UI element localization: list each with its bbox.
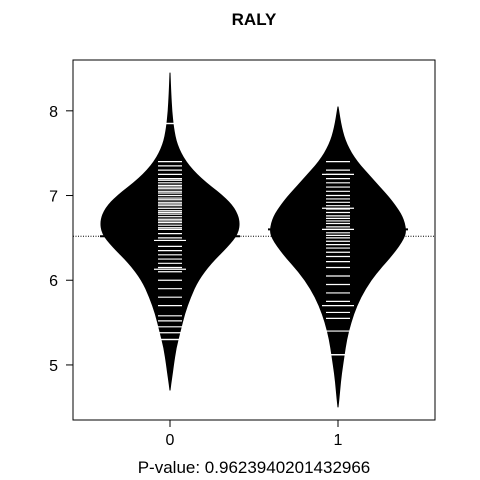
plot-frame <box>72 59 436 421</box>
x-tick-label-0: 0 <box>166 432 175 449</box>
plot-area <box>73 72 435 408</box>
axes: 0 1 5 6 7 8 <box>49 104 342 449</box>
y-tick-label-7: 7 <box>49 189 58 206</box>
y-tick-label-5: 5 <box>49 358 58 375</box>
x-tick-label-1: 1 <box>334 432 343 449</box>
bean-density-0 <box>100 72 240 391</box>
y-tick-label-8: 8 <box>49 104 58 121</box>
y-tick-label-6: 6 <box>49 273 58 290</box>
chart-title: RALY <box>232 10 277 29</box>
x-axis-label: P-value: 0.9623940201432966 <box>138 458 371 477</box>
